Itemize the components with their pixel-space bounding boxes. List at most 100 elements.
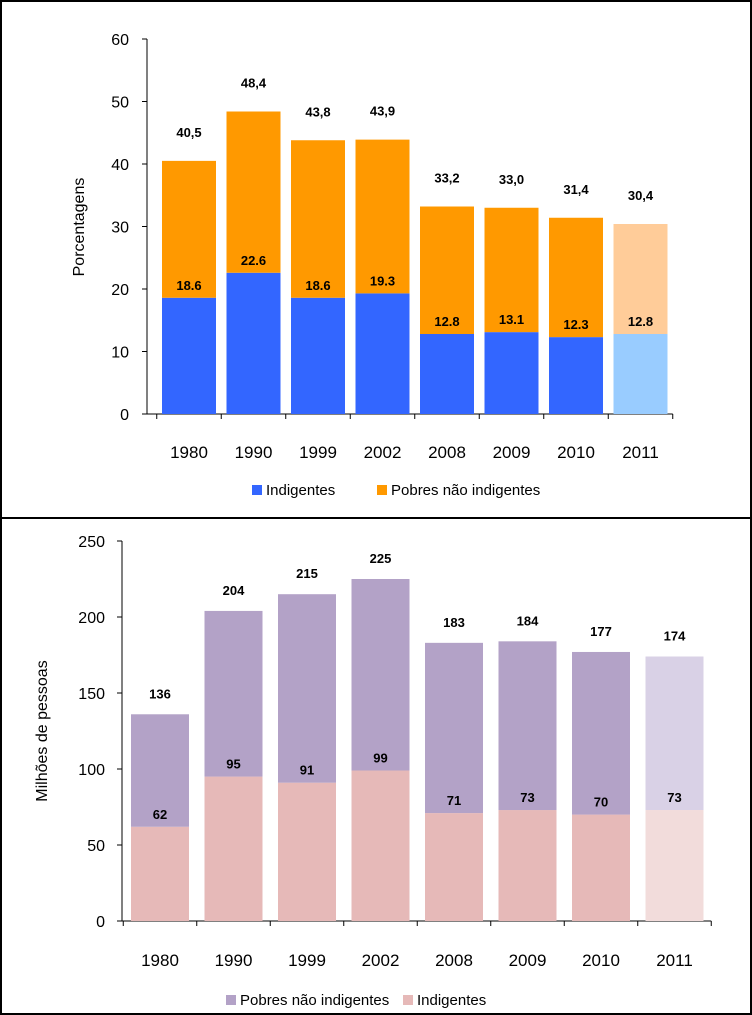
data-label-total: 183 [443, 615, 465, 630]
legend-label: Pobres não indigentes [240, 992, 389, 1009]
x-tick-label: 2011 [656, 951, 693, 970]
data-label-total: 43,9 [370, 104, 395, 119]
bar-indigentes-2009 [498, 810, 557, 921]
data-label-lower: 71 [447, 793, 461, 808]
data-label-lower: 95 [226, 757, 240, 772]
bar-indigentes-2002 [355, 293, 410, 414]
y-axis-title: Milhões de pessoas [34, 660, 51, 801]
data-label-lower: 73 [667, 790, 681, 805]
bar-indigentes-1980 [131, 826, 189, 921]
data-label-total: 31,4 [563, 182, 589, 197]
bar-indigentes-2008 [425, 813, 483, 921]
bar-stacked-upper-2011 [645, 656, 704, 811]
y-tick-label: 250 [78, 534, 105, 551]
data-label-lower: 99 [373, 751, 387, 766]
chart-panel-percentages: 0 10 20 30 40 50 60 Porcentagens 18.6 40,5 1980 22.… [0, 0, 752, 520]
data-label-lower: 13.1 [499, 312, 524, 327]
y-tick-label: 50 [111, 95, 129, 112]
bar-stacked-upper-2009 [498, 641, 557, 811]
bar-stacked-upper-2002 [355, 139, 410, 294]
data-label-lower: 62 [153, 807, 167, 822]
y-tick-label: 30 [111, 220, 129, 237]
data-label-total: 184 [517, 613, 539, 628]
x-tick-label: 2002 [362, 951, 400, 970]
legend-label: Pobres não indigentes [391, 482, 540, 499]
x-tick-label: 1999 [299, 443, 337, 462]
data-label-total: 33,2 [434, 171, 459, 186]
data-label-lower: 18.6 [305, 278, 330, 293]
x-tick-label: 2011 [622, 443, 659, 462]
data-label-lower: 12.8 [628, 314, 653, 329]
data-label-lower: 73 [520, 790, 534, 805]
y-tick-label: 0 [96, 914, 105, 931]
chart-millions: 0 50 100 150 200 250 Milhões de pessoas 62 136 19… [34, 534, 712, 1009]
bar-stacked-upper-1990 [226, 111, 281, 273]
bar-indigentes-2008 [420, 334, 474, 414]
bar-stacked-upper-1990 [204, 610, 263, 777]
legend-swatch [403, 995, 413, 1005]
data-label-total: 225 [370, 551, 392, 566]
bar-stacked-upper-2010 [572, 651, 630, 815]
x-tick-label: 2008 [435, 951, 473, 970]
x-tick-label: 1990 [235, 443, 273, 462]
bar-stacked-upper-2008 [420, 206, 474, 334]
x-tick-label: 1999 [288, 951, 326, 970]
bar-indigentes-2011 [645, 810, 704, 921]
y-tick-label: 50 [87, 838, 105, 855]
legend-swatch [226, 995, 236, 1005]
bar-indigentes-1999 [278, 782, 336, 921]
data-label-total: 174 [664, 629, 686, 644]
data-label-lower: 70 [594, 795, 608, 810]
data-label-lower: 91 [300, 763, 314, 778]
bar-stacked-upper-1999 [278, 594, 336, 783]
bar-stacked-upper-2010 [549, 217, 603, 338]
bar-indigentes-1999 [291, 297, 345, 414]
y-tick-label: 60 [111, 32, 129, 49]
data-label-total: 30,4 [628, 188, 654, 203]
bar-stacked-upper-1999 [291, 140, 345, 298]
bar-indigentes-1990 [204, 776, 263, 921]
legend-swatch [377, 485, 387, 495]
y-tick-label: 20 [111, 282, 129, 299]
x-tick-label: 1990 [215, 951, 253, 970]
chart-panel-millions: 0 50 100 150 200 250 Milhões de pessoas 62 136 19… [0, 517, 752, 1015]
x-tick-label: 2010 [557, 443, 595, 462]
data-label-total: 48,4 [241, 76, 267, 91]
x-tick-label: 2002 [364, 443, 402, 462]
data-label-total: 40,5 [176, 125, 201, 140]
x-tick-label: 2010 [582, 951, 620, 970]
x-tick-label: 1980 [170, 443, 208, 462]
bar-stacked-upper-2002 [351, 579, 410, 771]
y-tick-label: 10 [111, 345, 129, 362]
data-label-total: 33,0 [499, 172, 524, 187]
y-tick-label: 100 [78, 762, 105, 779]
y-tick-label: 40 [111, 157, 129, 174]
bar-indigentes-2011 [613, 334, 668, 414]
bar-indigentes-1980 [162, 297, 216, 414]
bar-stacked-upper-2009 [484, 207, 539, 333]
bar-stacked-upper-2008 [425, 642, 483, 814]
data-label-lower: 12.8 [434, 314, 459, 329]
bar-indigentes-2002 [351, 770, 410, 921]
bar-stacked-upper-1980 [131, 714, 189, 827]
data-label-lower: 12.3 [563, 317, 588, 332]
bar-indigentes-1990 [226, 272, 281, 414]
bar-indigentes-2010 [549, 337, 603, 414]
data-label-lower: 18.6 [176, 278, 201, 293]
y-tick-label: 200 [78, 610, 105, 627]
y-tick-label: 0 [120, 407, 129, 424]
data-label-total: 177 [590, 624, 612, 639]
x-tick-label: 2009 [509, 951, 547, 970]
y-axis-title: Porcentagens [71, 178, 88, 277]
legend-label: Indigentes [266, 482, 335, 499]
bar-stacked-upper-1980 [162, 160, 216, 298]
data-label-total: 204 [223, 583, 245, 598]
data-label-lower: 19.3 [370, 273, 395, 288]
legend-swatch [252, 485, 262, 495]
bar-indigentes-2010 [572, 814, 630, 921]
data-label-total: 43,8 [305, 104, 330, 119]
data-label-total: 215 [296, 566, 318, 581]
x-tick-label: 1980 [141, 951, 179, 970]
data-label-total: 136 [149, 686, 171, 701]
bar-stacked-upper-2011 [613, 224, 668, 334]
